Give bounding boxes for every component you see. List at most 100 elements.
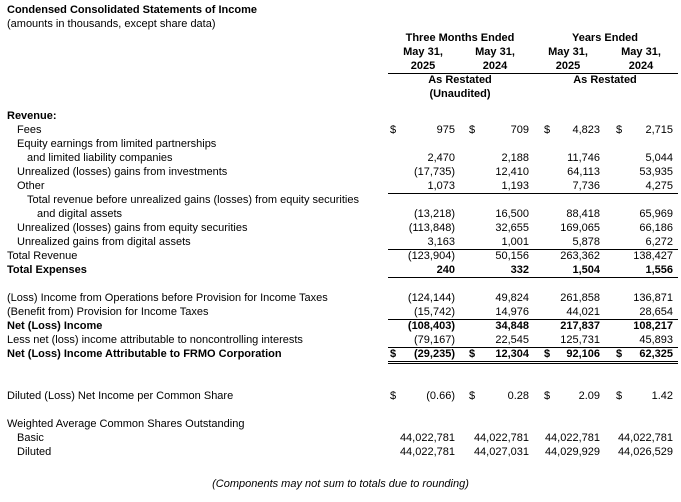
header-unaudited-label: (Unaudited) bbox=[429, 88, 491, 100]
cell-value: 16,500 bbox=[495, 208, 529, 220]
value-cell-yr-2024: 4,275 bbox=[604, 179, 678, 194]
header-date-col4: May 31, bbox=[621, 46, 661, 58]
row-label: and digital assets bbox=[0, 207, 388, 221]
cell-value: 11,746 bbox=[567, 152, 600, 164]
header-restated-years: As Restated bbox=[573, 74, 637, 86]
row-label-text: and limited liability companies bbox=[27, 152, 173, 164]
row-label: Weighted Average Common Shares Outstandi… bbox=[0, 417, 388, 431]
cell-value: 49,824 bbox=[495, 292, 529, 304]
cell-value: 138,427 bbox=[633, 250, 673, 262]
header-group-row: Three Months Ended Years Ended bbox=[0, 31, 681, 45]
cell-value: 34,848 bbox=[495, 320, 529, 332]
row-label: (Benefit from) Provision for Income Taxe… bbox=[0, 305, 388, 320]
spacer-row bbox=[0, 375, 681, 389]
value-cell-3mo-2025: (15,742) bbox=[388, 305, 458, 320]
row-label: Total revenue before unrealized gains (l… bbox=[0, 193, 388, 207]
value-cell-yr-2024: 45,893 bbox=[604, 333, 678, 348]
cell-value: 7,736 bbox=[572, 180, 600, 192]
cell-value: (113,848) bbox=[408, 222, 455, 234]
header-group-three-months: Three Months Ended bbox=[405, 32, 515, 44]
value-cell-yr-2025: 217,837 bbox=[532, 319, 604, 333]
table-row: Fees $975 $709 $4,823 $2,715 bbox=[0, 123, 681, 137]
dollar-sign: $ bbox=[544, 124, 551, 136]
value-cell-yr-2024: 65,969 bbox=[604, 207, 678, 221]
row-label-text: (Benefit from) Provision for Income Taxe… bbox=[7, 306, 209, 318]
cell-value: 53,935 bbox=[639, 166, 673, 178]
row-label: Diluted (Loss) Net Income per Common Sha… bbox=[0, 389, 388, 403]
value-cell-yr-2024 bbox=[604, 109, 678, 123]
table-row: Other 1,073 1,193 7,736 4,275 bbox=[0, 179, 681, 194]
cell-value: 88,418 bbox=[566, 208, 600, 220]
row-label-text: (Loss) Income from Operations before Pro… bbox=[7, 292, 328, 304]
cell-value: 1,504 bbox=[572, 264, 600, 276]
value-cell-yr-2025 bbox=[532, 137, 604, 151]
table-body: Revenue: Fees $975 $709 $4,823 $2,715 Eq… bbox=[0, 109, 681, 459]
document-subtitle: (amounts in thousands, except share data… bbox=[7, 18, 216, 30]
table-row: and limited liability companies 2,470 2,… bbox=[0, 151, 681, 165]
value-cell-yr-2024: 108,217 bbox=[604, 319, 678, 333]
table-row: Unrealized (losses) gains from equity se… bbox=[0, 221, 681, 235]
row-label: Less net (loss) income attributable to n… bbox=[0, 333, 388, 348]
cell-value: 169,065 bbox=[560, 222, 600, 234]
table-row: (Loss) Income from Operations before Pro… bbox=[0, 291, 681, 305]
row-label-text: Less net (loss) income attributable to n… bbox=[7, 334, 303, 346]
table-row: Net (Loss) Income (108,403) 34,848 217,8… bbox=[0, 319, 681, 333]
value-cell-yr-2025 bbox=[532, 417, 604, 431]
cell-value: 50,156 bbox=[495, 250, 529, 262]
table-row: Total Revenue (123,904) 50,156 263,362 1… bbox=[0, 249, 681, 263]
table-row: Net (Loss) Income Attributable to FRMO C… bbox=[0, 347, 681, 364]
value-cell-3mo-2025: $975 bbox=[388, 123, 458, 137]
cell-value: 2,715 bbox=[645, 124, 673, 136]
row-label-text: Net (Loss) Income bbox=[7, 320, 103, 332]
row-label-text: Fees bbox=[17, 124, 42, 136]
header-year-row: 2025 2024 2025 2024 bbox=[0, 59, 681, 74]
cell-value: (15,742) bbox=[414, 306, 455, 318]
value-cell-3mo-2024 bbox=[458, 137, 532, 151]
cell-value: (124,144) bbox=[407, 292, 455, 304]
cell-value: 1,193 bbox=[501, 180, 529, 192]
value-cell-yr-2025: 261,858 bbox=[532, 291, 604, 305]
value-cell-yr-2024: 136,871 bbox=[604, 291, 678, 305]
header-year-col4: 2024 bbox=[604, 59, 678, 74]
value-cell-yr-2024: 66,186 bbox=[604, 221, 678, 235]
cell-value: 4,823 bbox=[572, 124, 600, 136]
row-label: Fees bbox=[0, 123, 388, 137]
table-row: Diluted 44,022,781 44,027,031 44,029,929… bbox=[0, 445, 681, 459]
cell-value: 0.28 bbox=[507, 390, 529, 402]
value-cell-yr-2024 bbox=[604, 193, 678, 207]
value-cell-yr-2025: 125,731 bbox=[532, 333, 604, 348]
value-cell-3mo-2024: 12,410 bbox=[458, 165, 532, 179]
value-cell-yr-2025: 64,113 bbox=[532, 165, 604, 179]
value-cell-3mo-2024: 16,500 bbox=[458, 207, 532, 221]
table-row: Revenue: bbox=[0, 109, 681, 123]
value-cell-yr-2024: $62,325 bbox=[604, 347, 678, 364]
header-date-col2: May 31, bbox=[475, 46, 515, 58]
value-cell-3mo-2024: 34,848 bbox=[458, 319, 532, 333]
header-restated-three-months: As Restated bbox=[428, 74, 492, 86]
cell-value: (29,235) bbox=[414, 348, 455, 360]
value-cell-yr-2024: 28,654 bbox=[604, 305, 678, 320]
value-cell-3mo-2024 bbox=[458, 193, 532, 207]
value-cell-yr-2025: 11,746 bbox=[532, 151, 604, 165]
cell-value: 44,021 bbox=[566, 306, 600, 318]
cell-value: 240 bbox=[436, 264, 455, 276]
value-cell-yr-2024: 53,935 bbox=[604, 165, 678, 179]
value-cell-3mo-2024: 2,188 bbox=[458, 151, 532, 165]
value-cell-yr-2025: 44,021 bbox=[532, 305, 604, 320]
table-row: Unrealized (losses) gains from investmen… bbox=[0, 165, 681, 179]
cell-value: 261,858 bbox=[560, 292, 600, 304]
dollar-sign: $ bbox=[544, 390, 551, 402]
cell-value: 12,410 bbox=[495, 166, 529, 178]
value-cell-3mo-2025: $ (0.66) bbox=[388, 389, 458, 403]
value-cell-3mo-2025: 3,163 bbox=[388, 235, 458, 250]
header-restated-row: As Restated As Restated bbox=[0, 73, 681, 87]
cell-value: 975 bbox=[436, 124, 455, 136]
cell-value: 28,654 bbox=[639, 306, 673, 318]
value-cell-3mo-2024: 50,156 bbox=[458, 249, 532, 263]
dollar-sign: $ bbox=[469, 124, 476, 136]
dollar-sign: $ bbox=[390, 124, 397, 136]
value-cell-3mo-2024 bbox=[458, 109, 532, 123]
value-cell-yr-2024 bbox=[604, 137, 678, 151]
cell-value: 1.42 bbox=[651, 390, 673, 402]
value-cell-3mo-2024: 32,655 bbox=[458, 221, 532, 235]
